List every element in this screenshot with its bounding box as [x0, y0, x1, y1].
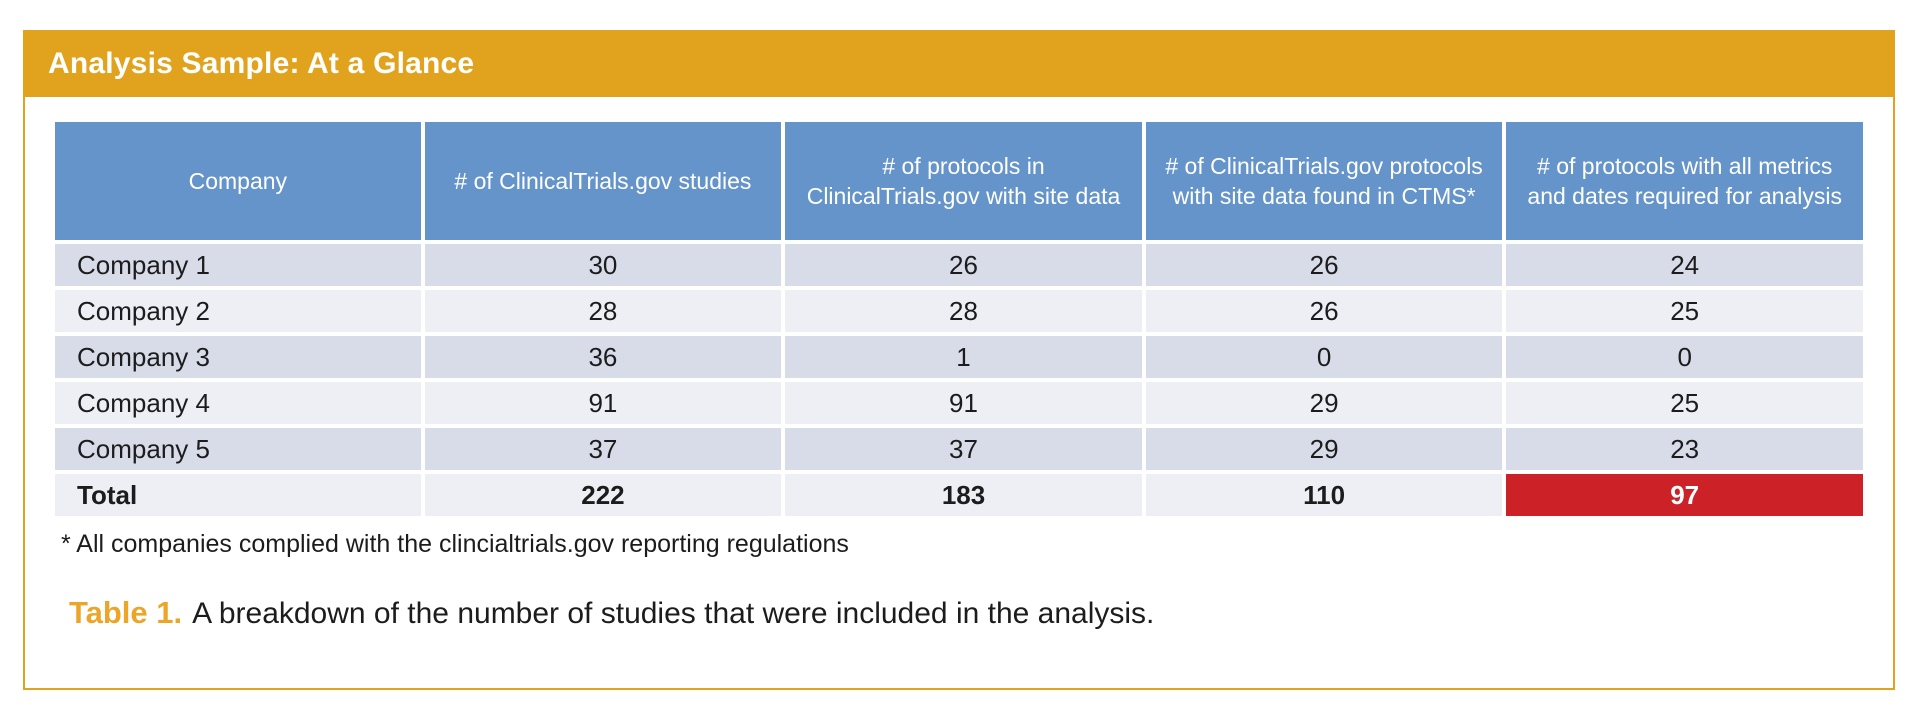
total-cell: 222 [420, 470, 786, 520]
table-cell: 26 [1141, 286, 1507, 336]
table-row: Company 4 91 91 29 25 [51, 378, 1867, 428]
table-total-row: Total 222 183 110 97 [51, 470, 1867, 520]
table-cell: 25 [1502, 286, 1867, 336]
column-header-ctgov-studies: # of ClinicalTrials.gov studies [420, 118, 786, 244]
table-caption-label: Table 1. [69, 595, 183, 630]
row-label: Company 5 [51, 424, 425, 474]
total-cell: 110 [1141, 470, 1507, 520]
table-caption-text: A breakdown of the number of studies tha… [192, 597, 1155, 630]
row-label: Company 2 [51, 286, 425, 336]
column-header-protocols-site-data: # of protocols in ClinicalTrials.gov wit… [781, 118, 1146, 244]
table-cell: 0 [1141, 332, 1507, 382]
table-cell: 29 [1141, 424, 1507, 474]
figure-panel: Analysis Sample: At a Glance Company # o… [23, 30, 1895, 690]
row-label: Company 1 [51, 240, 425, 290]
column-header-company: Company [51, 118, 425, 244]
table-row: Company 5 37 37 29 23 [51, 424, 1867, 474]
table-cell: 1 [781, 332, 1146, 382]
table-cell: 28 [781, 286, 1146, 336]
table-footnote: * All companies complied with the clinci… [61, 530, 849, 558]
panel-title: Analysis Sample: At a Glance [48, 47, 475, 80]
table-row: Company 1 30 26 26 24 [51, 240, 1867, 290]
table-cell: 91 [420, 378, 786, 428]
table-cell: 26 [781, 240, 1146, 290]
table-caption: Table 1. A breakdown of the number of stu… [69, 595, 1867, 631]
panel-title-bar: Analysis Sample: At a Glance [24, 31, 1894, 97]
total-label: Total [51, 470, 425, 520]
table-header-row: Company # of ClinicalTrials.gov studies … [51, 118, 1867, 244]
table-cell: 29 [1141, 378, 1507, 428]
column-header-protocols-ctms: # of ClinicalTrials.gov protocols with s… [1141, 118, 1507, 244]
table-cell: 30 [420, 240, 786, 290]
table-cell: 24 [1502, 240, 1867, 290]
table-row: Company 3 36 1 0 0 [51, 332, 1867, 382]
row-label: Company 4 [51, 378, 425, 428]
total-cell: 183 [781, 470, 1146, 520]
row-label: Company 3 [51, 332, 425, 382]
table-cell: 37 [420, 424, 786, 474]
table-cell: 36 [420, 332, 786, 382]
table-cell: 28 [420, 286, 786, 336]
table-cell: 26 [1141, 240, 1507, 290]
table-cell: 91 [781, 378, 1146, 428]
table-cell: 25 [1502, 378, 1867, 428]
total-cell-highlighted: 97 [1502, 470, 1867, 520]
table-row: Company 2 28 28 26 25 [51, 286, 1867, 336]
table-cell: 37 [781, 424, 1146, 474]
analysis-sample-table: Company # of ClinicalTrials.gov studies … [51, 118, 1867, 520]
column-header-protocols-metrics: # of protocols with all metrics and date… [1502, 118, 1867, 244]
table-cell: 0 [1502, 332, 1867, 382]
panel-content: Company # of ClinicalTrials.gov studies … [25, 97, 1893, 631]
table-cell: 23 [1502, 424, 1867, 474]
